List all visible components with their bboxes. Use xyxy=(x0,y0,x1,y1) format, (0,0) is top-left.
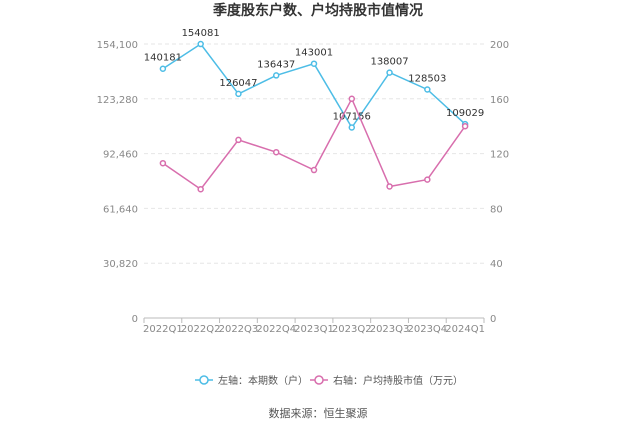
data-point xyxy=(272,72,280,79)
data-point xyxy=(424,176,431,183)
x-tick-label: 2022Q4 xyxy=(256,324,296,335)
x-tick-label: 2023Q1 xyxy=(294,324,334,335)
legend-item-2[interactable]: 右轴：户均持股市值（万元） xyxy=(310,374,463,387)
right-tick-label: 120 xyxy=(490,150,509,161)
data-label: 109029 xyxy=(446,108,484,119)
right-tick-label: 0 xyxy=(490,314,496,325)
right-axis: 0 40 80 120 160 200 xyxy=(490,40,509,325)
legend-swatch-marker xyxy=(314,375,324,385)
data-point xyxy=(386,69,393,76)
legend-item-1[interactable]: 左轴：本期数（户） xyxy=(195,374,308,387)
left-tick-label: 123,280 xyxy=(97,95,138,106)
data-point xyxy=(272,148,280,156)
data-label: 138007 xyxy=(370,57,408,68)
left-axis: 0 30,820 61,640 92,460 123,280 154,100 xyxy=(97,40,138,325)
left-tick-label: 30,820 xyxy=(103,259,138,270)
left-tick-label: 0 xyxy=(132,314,138,325)
x-tick-label: 2024Q1 xyxy=(445,324,485,335)
legend[interactable]: 左轴：本期数（户） 右轴：户均持股市值（万元） xyxy=(195,374,463,387)
legend-label: 左轴：本期数（户） xyxy=(218,374,308,387)
data-point xyxy=(197,40,204,48)
data-source: 数据来源：恒生聚源 xyxy=(269,406,368,420)
data-point xyxy=(197,185,204,193)
data-label: 126047 xyxy=(219,78,257,89)
data-point xyxy=(235,136,242,144)
right-tick-label: 80 xyxy=(490,204,503,215)
legend-label: 右轴：户均持股市值（万元） xyxy=(333,374,463,387)
legend-swatch-marker xyxy=(199,375,209,385)
data-point xyxy=(159,65,167,72)
data-label: 128503 xyxy=(408,74,446,85)
right-tick-label: 160 xyxy=(490,95,509,106)
data-label: 154081 xyxy=(182,28,220,39)
x-axis: 2022Q12022Q22022Q32022Q42023Q12023Q22023… xyxy=(143,317,485,335)
data-point xyxy=(310,60,318,67)
x-tick-label: 2023Q4 xyxy=(407,324,447,335)
data-point xyxy=(348,124,356,131)
left-tick-label: 61,640 xyxy=(103,204,138,215)
x-tick-label: 2023Q2 xyxy=(332,324,372,335)
data-point xyxy=(386,183,393,190)
left-tick-label: 92,460 xyxy=(103,150,138,161)
data-point xyxy=(461,122,469,130)
data-point xyxy=(235,90,242,98)
data-point xyxy=(348,95,356,103)
x-tick-label: 2022Q1 xyxy=(143,324,183,335)
data-label: 107156 xyxy=(333,111,371,122)
data-label: 143001 xyxy=(295,48,333,59)
x-tick-label: 2022Q3 xyxy=(219,324,259,335)
x-tick-label: 2022Q2 xyxy=(181,324,221,335)
right-tick-label: 40 xyxy=(490,259,503,270)
data-point xyxy=(310,166,318,174)
data-point xyxy=(159,159,167,167)
series-line-2 xyxy=(162,97,466,191)
chart-title: 季度股东户数、户均持股市值情况 xyxy=(212,2,423,19)
data-label: 140181 xyxy=(144,53,182,64)
data-point xyxy=(424,86,431,93)
x-tick-label: 2023Q3 xyxy=(370,324,410,335)
left-tick-label: 154,100 xyxy=(97,40,138,51)
right-tick-label: 200 xyxy=(490,40,509,51)
data-label: 136437 xyxy=(257,59,295,70)
